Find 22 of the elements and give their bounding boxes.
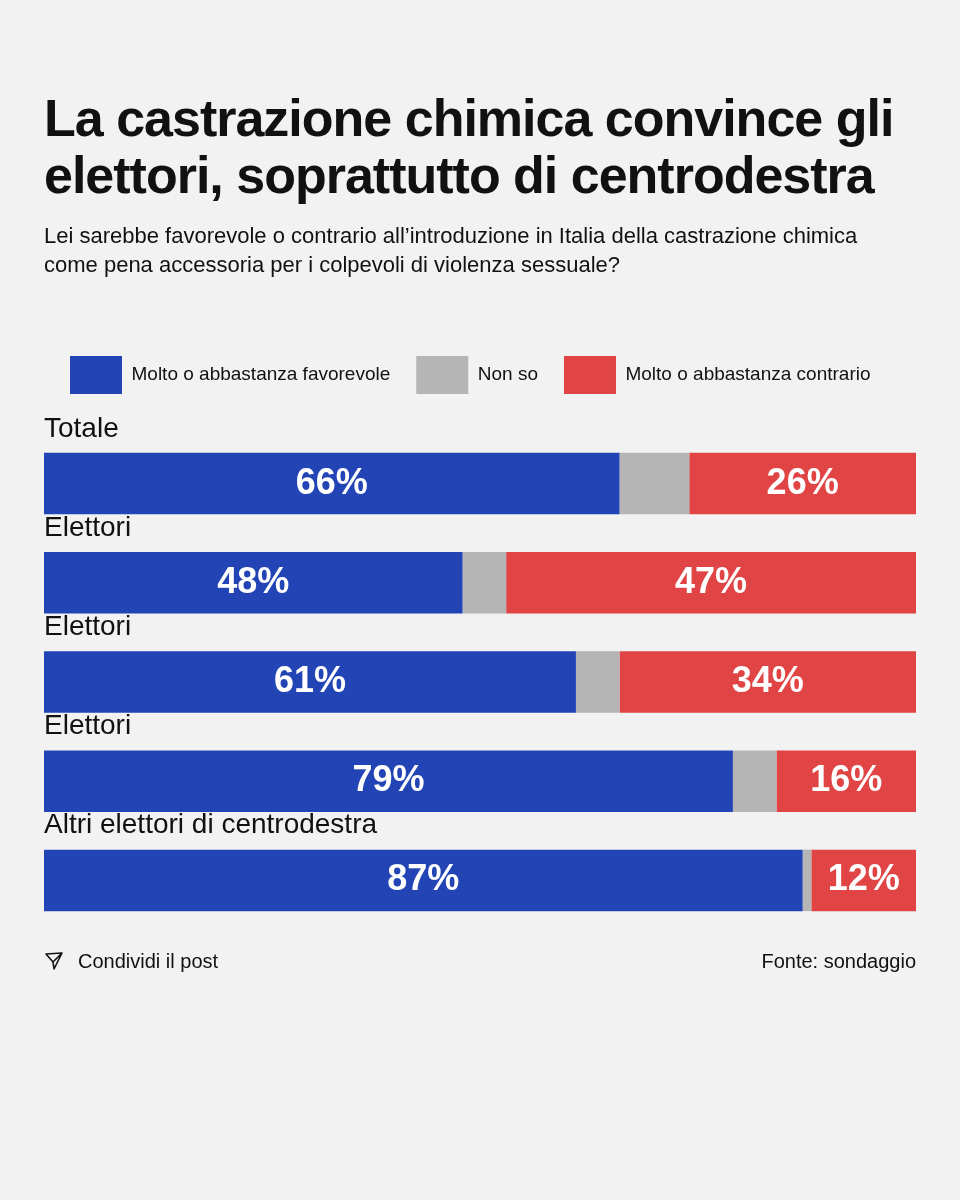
y-tick-label: Elettori [44, 708, 132, 740]
chart-title: La castrazione chimica convince gli elettori, soprattutto di centrodestra [44, 89, 895, 205]
data-label: 79% [352, 757, 425, 799]
data-label: 12% [827, 856, 900, 898]
data-label: 16% [810, 757, 883, 799]
data-label: 34% [731, 658, 804, 700]
data-label: 66% [295, 460, 368, 502]
legend-label: Molto o abbastanza favorevole [131, 362, 391, 384]
source-note: Fonte: sondaggio [761, 949, 916, 973]
chart-subtitle: Lei sarebbe favorevole o contrario all’introduzione in Italia della castrazione chimica come pena accessoria per i colpevoli di violenza sessuale? [44, 222, 859, 279]
data-label: 48% [217, 559, 290, 601]
data-label: 47% [675, 559, 748, 601]
data-label: 61% [273, 658, 346, 700]
y-tick-label: Elettori [44, 510, 132, 542]
legend-label: Non so [477, 362, 538, 384]
y-tick-label: Elettori [44, 609, 132, 641]
y-tick-label: Altri elettori di centrodestra [44, 807, 378, 839]
text: Condividi il post [78, 949, 219, 973]
data-label: 87% [387, 856, 460, 898]
data-label: 26% [766, 460, 839, 502]
y-tick-label: Totale [44, 411, 119, 443]
legend-label: Molto o abbastanza contrario [625, 362, 871, 384]
